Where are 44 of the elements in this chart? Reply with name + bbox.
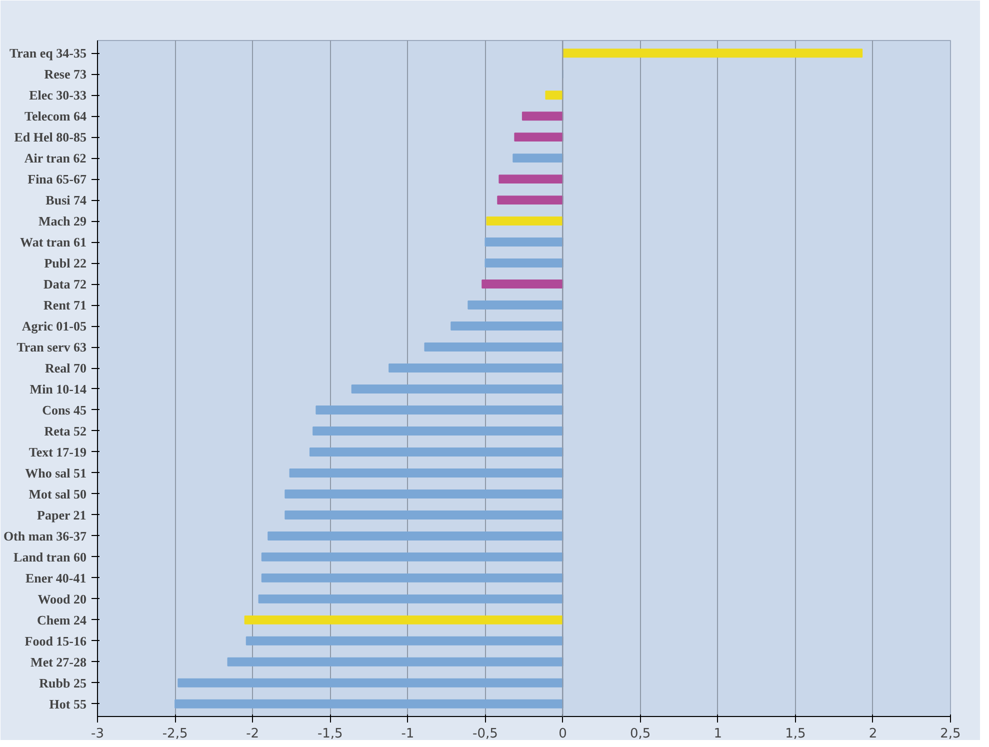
y-tick-label: Hot 55 (49, 696, 87, 712)
y-tick-label: Reta 52 (44, 423, 87, 438)
y-tick-label: Mot sal 50 (28, 486, 87, 502)
y-tick-label: Oth man 36-37 (3, 528, 87, 544)
y-tick-label: Publ 22 (44, 256, 87, 271)
y-tick-label: Rubb 25 (39, 675, 87, 690)
y-tick-label: Land tran 60 (14, 549, 87, 564)
y-tick-label: Tran eq 34-35 (9, 46, 87, 61)
y-tick-label: Wood 20 (38, 591, 87, 606)
y-tick-label: Who sal 51 (25, 465, 87, 480)
y-tick-label: Fina 65-67 (28, 172, 87, 187)
y-tick-label: Busi 74 (46, 192, 87, 208)
x-tick-label: 2,5 (940, 726, 961, 742)
x-tick-label: -1 (401, 726, 414, 742)
x-tick-label: -2,5 (162, 726, 188, 742)
y-tick-label: Telecom 64 (24, 108, 87, 124)
x-tick-label: -1,5 (317, 726, 343, 742)
x-tick-label: -0,5 (472, 726, 498, 742)
y-tick-label: Met 27-28 (30, 654, 87, 670)
x-tick-label: 0 (558, 726, 567, 742)
y-tick-label: Data 72 (44, 276, 86, 292)
y-tick-label: Ener 40-41 (25, 570, 86, 586)
y-tick-label: Min 10-14 (30, 381, 87, 396)
y-tick-label: Agric 01-05 (22, 318, 87, 334)
y-tick-label: Rent 71 (44, 298, 86, 313)
y-tick-label: Rese 73 (44, 66, 87, 82)
x-tick-label: -2 (246, 726, 260, 742)
y-tick-label: Ed Hel 80-85 (14, 130, 87, 145)
y-tick-label: Wat tran 61 (20, 234, 87, 250)
y-tick-label: Air tran 62 (24, 150, 86, 166)
x-tick-label: 1 (714, 726, 722, 742)
y-tick-label: Mach 29 (38, 214, 87, 229)
x-tick-label: 2 (868, 726, 878, 742)
x-tick-label: 1,5 (785, 726, 806, 742)
y-tick-label: Elec 30-33 (29, 88, 87, 103)
x-tick-label: -3 (91, 726, 104, 742)
y-tick-label: Real 70 (44, 360, 87, 376)
y-tick-label: Cons 45 (42, 402, 87, 418)
y-tick-label: Paper 21 (37, 507, 86, 522)
y-tick-label: Chem 24 (37, 612, 87, 628)
y-tick-label: Tran serv 63 (16, 340, 87, 355)
y-tick-label: Food 15-16 (24, 633, 87, 648)
y-tick-label: Text 17-19 (28, 444, 87, 460)
x-tick-label: 0,5 (630, 726, 651, 742)
